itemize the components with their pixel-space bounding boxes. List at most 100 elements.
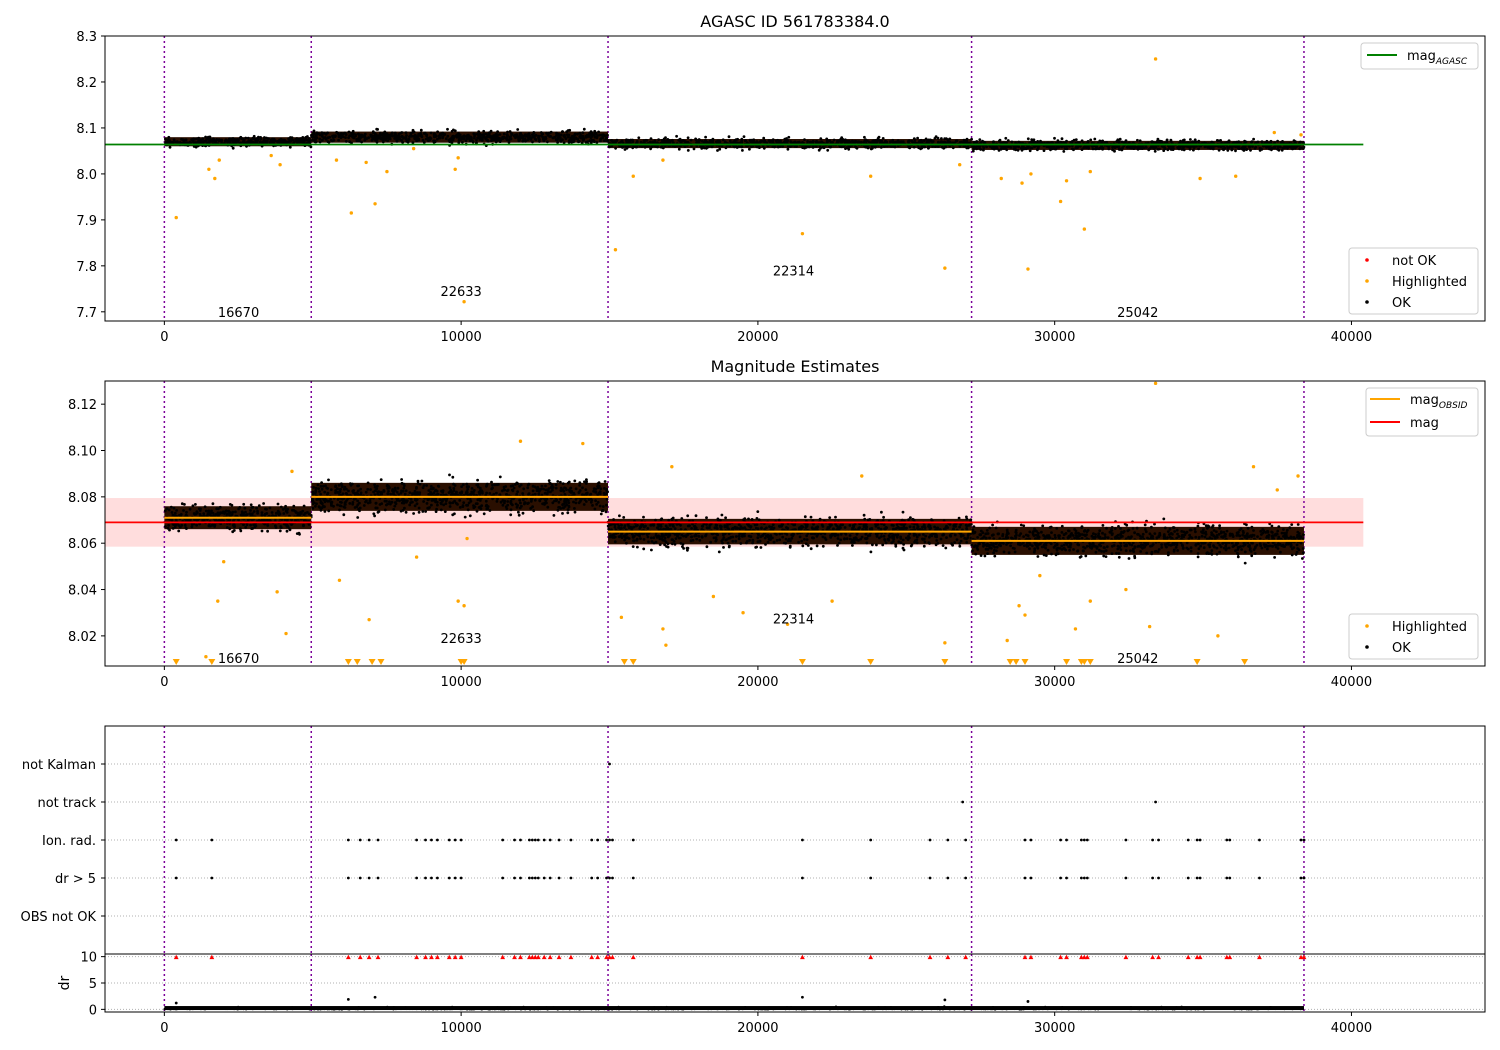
agasc-upper-legend: magAGASC xyxy=(1360,42,1479,70)
estimates-ok-point xyxy=(321,502,324,506)
agasc-legend-subscript: AGASC xyxy=(1435,57,1468,67)
agasc-ok-point xyxy=(912,137,916,141)
agasc-ok-point xyxy=(180,137,183,141)
estimates-ok-point xyxy=(374,489,377,493)
estimates-ok-point xyxy=(424,510,427,513)
estimates-ok-point xyxy=(563,498,567,502)
estimates-ok-point xyxy=(442,503,446,507)
estimates-ok-point xyxy=(314,486,318,490)
agasc-ok-point xyxy=(1179,139,1182,143)
estimates-ok-point xyxy=(876,519,879,523)
agasc-ok-point xyxy=(704,139,707,143)
agasc-ok-point xyxy=(261,140,264,144)
agasc-ok-point xyxy=(627,140,631,143)
estimates-ok-point xyxy=(851,526,854,530)
estimates-ok-point xyxy=(913,522,916,526)
estimates-ok-point xyxy=(260,511,264,514)
estimates-ok-point xyxy=(875,543,878,547)
agasc-ok-point xyxy=(311,135,315,139)
estimates-ok-point xyxy=(869,527,872,531)
estimates-ok-point xyxy=(393,504,397,508)
agasc-ok-point xyxy=(408,135,411,139)
agasc-ok-point xyxy=(1234,149,1237,153)
agasc-ok-point xyxy=(1265,146,1268,149)
estimates-ok-point xyxy=(286,507,290,511)
estimates-ok-point xyxy=(436,492,440,496)
estimates-ok-point xyxy=(283,522,286,526)
agasc-ok-point xyxy=(940,141,944,145)
estimates-ok-point xyxy=(230,513,234,516)
agasc-ok-point xyxy=(439,133,443,137)
estimates-ok-point xyxy=(482,512,486,516)
estimates-ok-point xyxy=(567,499,570,502)
estimates-ok-point xyxy=(279,526,283,529)
agasc-ok-point xyxy=(851,139,854,143)
agasc-ok-point xyxy=(871,139,875,143)
agasc-ok-point xyxy=(563,133,566,137)
agasc-ok-point xyxy=(534,133,538,137)
agasc-ok-point xyxy=(1226,149,1230,152)
agasc-ok-point xyxy=(464,139,468,143)
estimates-ok-point xyxy=(550,486,554,490)
agasc-ok-point xyxy=(374,135,378,139)
agasc-ok-point xyxy=(940,137,943,140)
estimates-ok-point xyxy=(818,517,822,521)
agasc-ok-point xyxy=(995,147,999,150)
estimates-ok-point xyxy=(573,479,577,483)
estimates-ok-point xyxy=(885,526,888,530)
agasc-ok-point xyxy=(1243,145,1247,149)
agasc-ok-point xyxy=(685,140,688,144)
estimates-ok-point xyxy=(907,518,910,522)
estimates-ok-point xyxy=(712,536,716,540)
estimates-ok-point xyxy=(574,487,578,491)
estimates-ok-point xyxy=(420,479,424,483)
estimates-ok-point xyxy=(340,501,343,504)
agasc-ok-point xyxy=(571,137,574,141)
estimates-ok-point xyxy=(539,497,543,500)
agasc-ok-point xyxy=(677,138,681,142)
agasc-highlighted-point xyxy=(453,167,457,172)
estimates-ok-point xyxy=(768,538,772,541)
agasc-ok-point xyxy=(637,136,641,140)
agasc-ok-point xyxy=(567,135,570,139)
estimates-ok-point xyxy=(850,540,853,544)
estimates-ok-point xyxy=(705,523,708,526)
estimates-ok-point xyxy=(719,525,722,529)
agasc-ok-point xyxy=(498,133,502,136)
agasc-obsid-label: 16670 xyxy=(218,306,259,321)
agasc-ok-point xyxy=(344,140,348,143)
estimates-ok-point xyxy=(386,492,390,496)
agasc-ok-point xyxy=(174,140,178,144)
agasc-ok-point xyxy=(251,140,255,144)
agasc-ok-point xyxy=(577,140,581,143)
estimates-ok-point xyxy=(520,504,523,508)
estimates-ok-point xyxy=(498,475,502,479)
estimates-ok-point xyxy=(700,524,704,528)
agasc-ok-point xyxy=(1302,145,1306,149)
estimates-ok-point xyxy=(958,542,961,545)
agasc-ok-point xyxy=(1080,148,1084,152)
estimates-ok-point xyxy=(618,514,621,518)
agasc-ok-point xyxy=(743,139,747,143)
agasc-ok-point xyxy=(572,139,575,143)
estimates-ok-point xyxy=(959,535,963,538)
estimates-ok-point xyxy=(399,491,403,495)
estimates-ok-point xyxy=(800,525,803,528)
agasc-ok-point xyxy=(1006,139,1010,142)
estimates-ok-point xyxy=(319,492,322,496)
estimates-ok-point xyxy=(281,507,285,511)
estimates-ok-point xyxy=(172,523,176,526)
agasc-highlighted-point xyxy=(1020,181,1024,185)
agasc-ok-point xyxy=(451,135,454,139)
agasc-ok-point xyxy=(907,139,911,143)
agasc-ok-point xyxy=(625,146,629,150)
estimates-ok-point xyxy=(722,536,726,539)
estimates-ok-point xyxy=(671,516,675,520)
estimates-ok-point xyxy=(598,504,602,508)
agasc-y-tick-label: 8.1 xyxy=(76,122,97,137)
estimates-ok-point xyxy=(253,525,257,529)
agasc-y-tick-label: 7.8 xyxy=(76,260,97,275)
estimates-ok-point xyxy=(650,540,654,543)
estimates-ok-point xyxy=(232,529,236,532)
estimates-ok-point xyxy=(894,527,898,531)
